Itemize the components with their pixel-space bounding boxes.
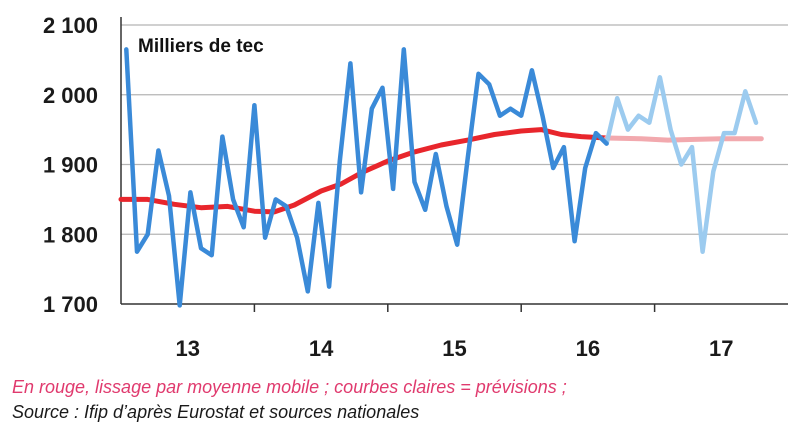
series-line-raw-forecast [604,75,759,254]
y-tick-label: 1 700 [43,292,98,317]
axes [120,17,788,312]
footnote-source: Source : Ifip d’après Eurostat et source… [12,402,420,422]
unit-label: Milliers de tec [138,36,264,57]
x-tick-label: 17 [709,336,733,361]
tick-labels: 1 700 1 800 1 900 2 000 2 100 13 14 15 16 17 [43,13,734,361]
y-tick-label: 2 100 [43,13,98,38]
y-tick-label: 1 900 [43,153,98,178]
series-line-raw [124,47,609,308]
x-tick-label: 14 [309,336,334,361]
x-tick-label: 15 [442,336,466,361]
x-tick-label: 16 [576,336,600,361]
chart: 1 700 1 800 1 900 2 000 2 100 13 14 15 16 17 Mill… [43,13,788,361]
series [118,47,764,308]
y-tick-label: 2 000 [43,83,98,108]
x-tick-label: 13 [175,336,199,361]
y-tick-label: 1 800 [43,222,98,247]
footnote-legend: En rouge, lissage par moyenne mobile ; c… [12,377,567,397]
series-line-moving-average-forecast [604,135,764,143]
